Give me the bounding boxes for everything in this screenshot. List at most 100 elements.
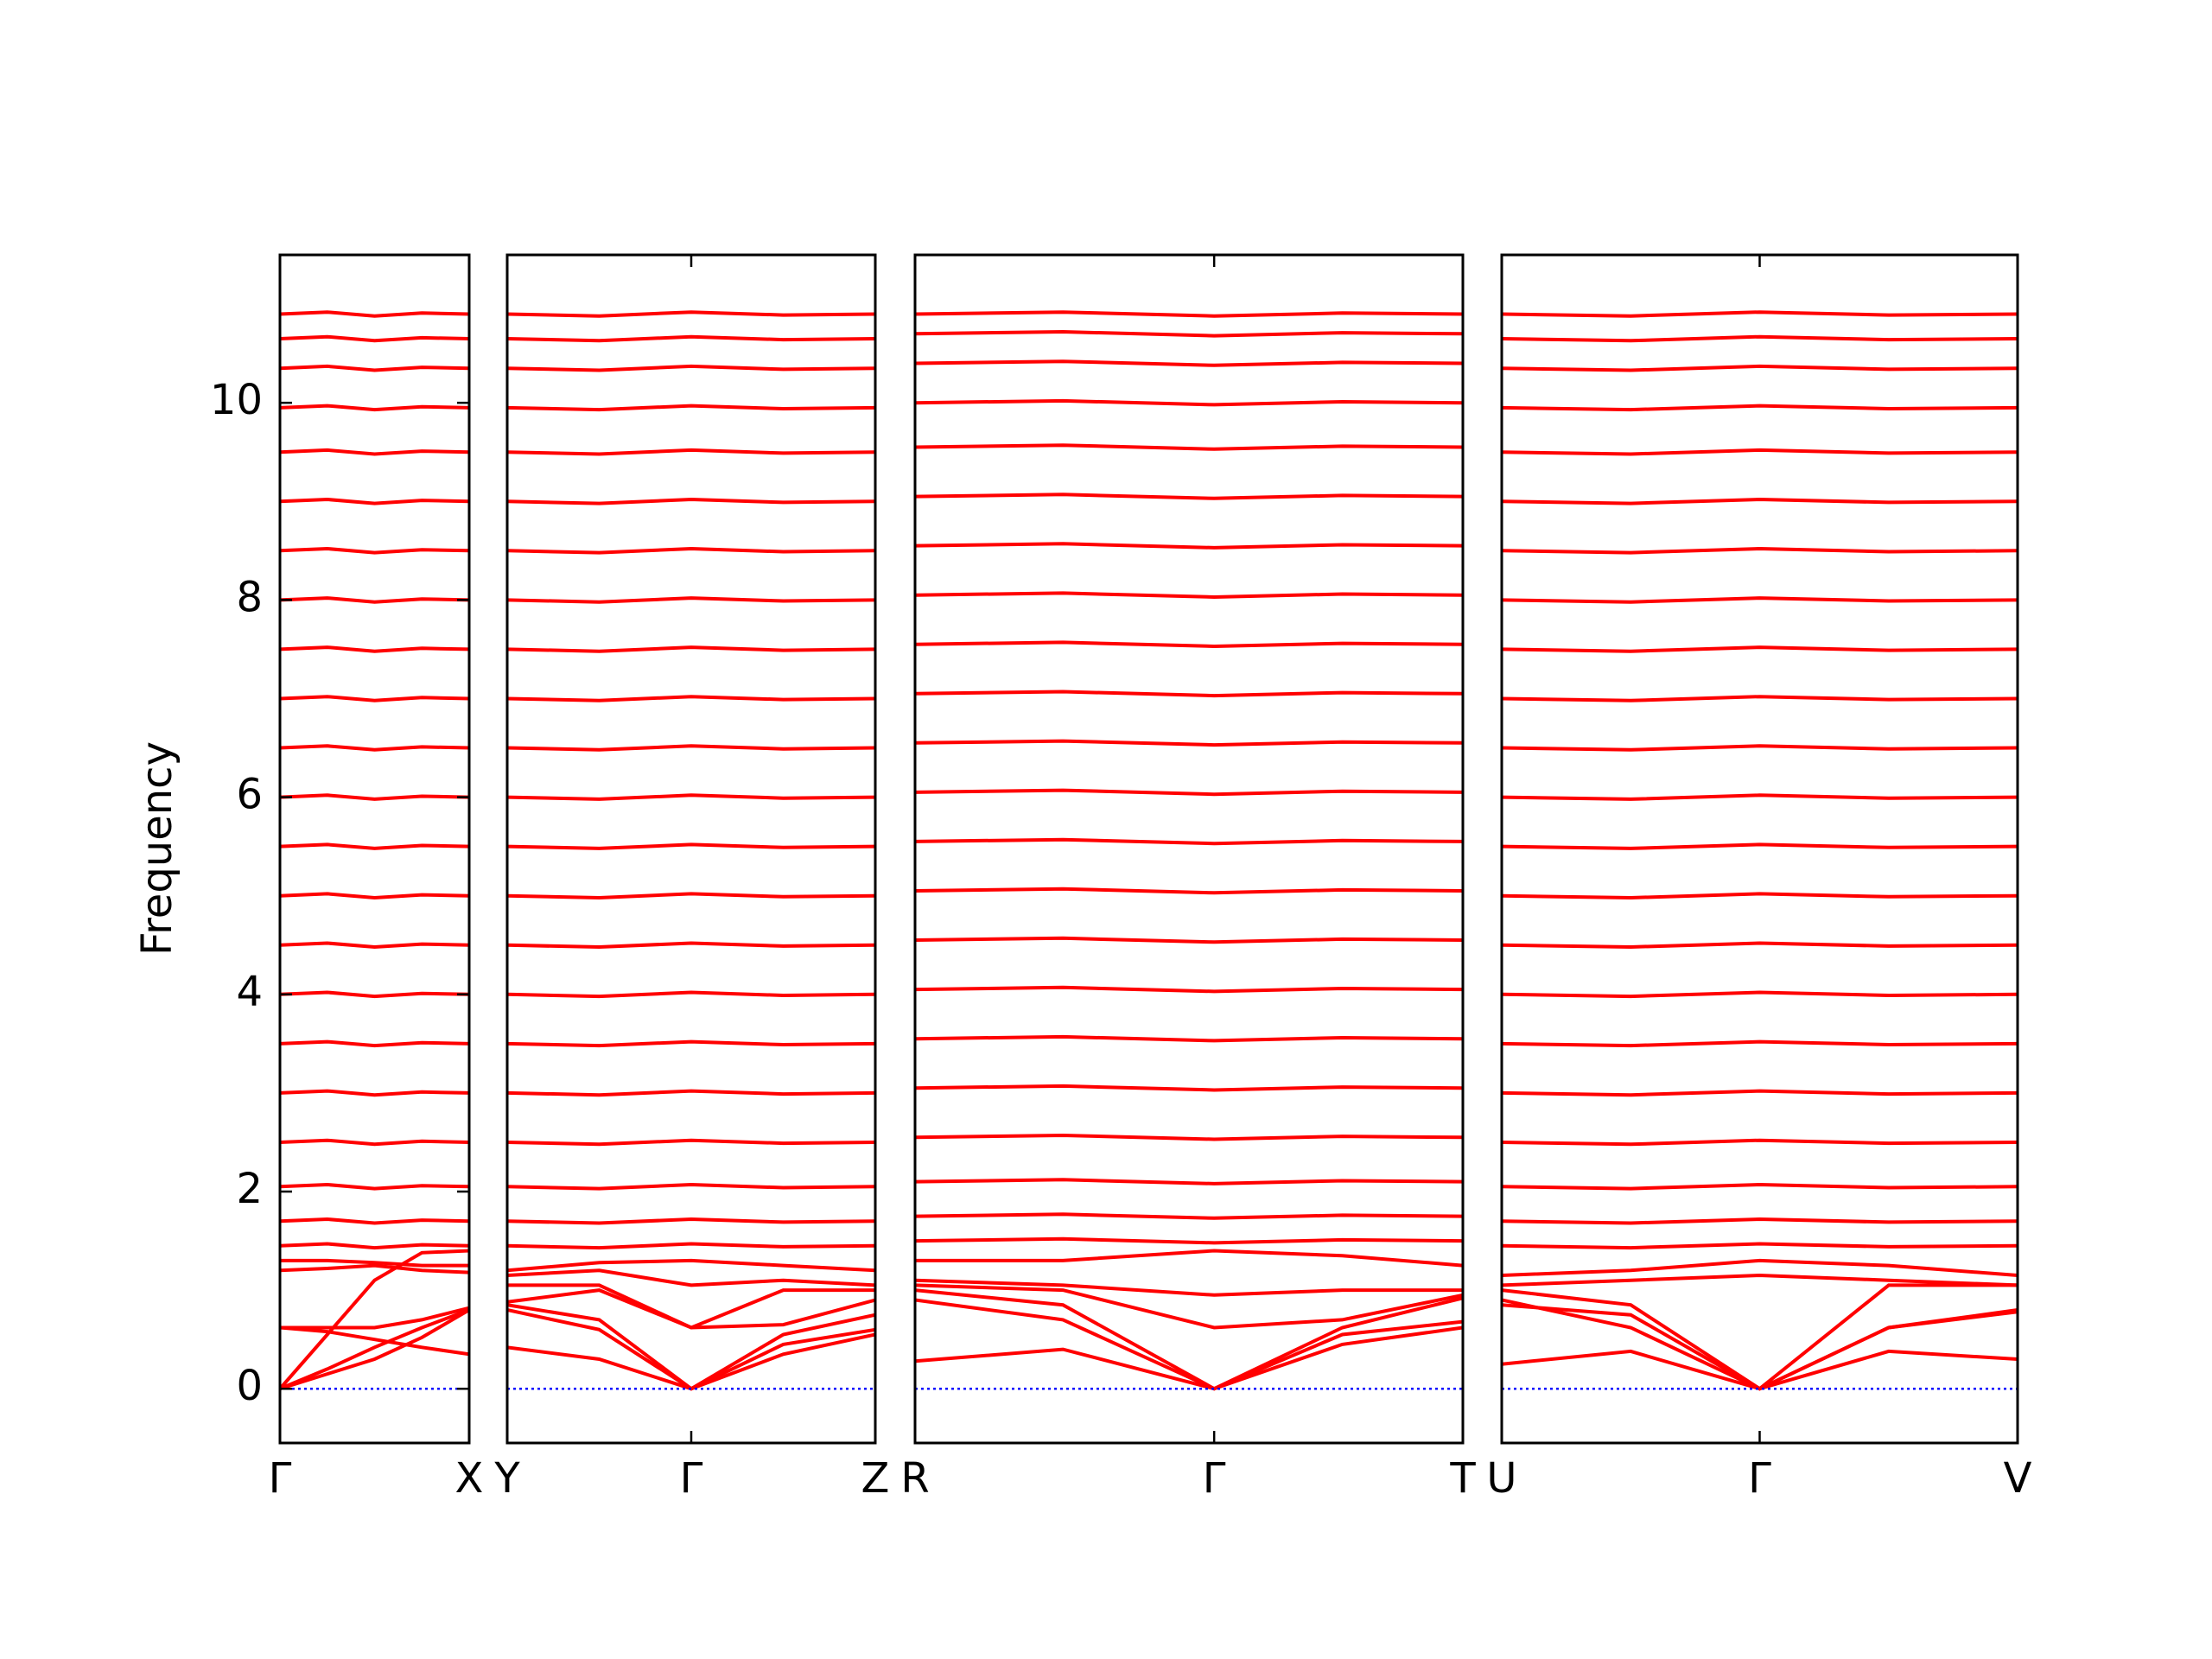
band-line: [1502, 1089, 2018, 1097]
band-line: [1502, 793, 2018, 801]
band-line: [507, 1242, 875, 1250]
band-line: [915, 1178, 1463, 1185]
panel-frame: [913, 253, 1465, 1445]
band-line: [915, 310, 1463, 318]
band-line: [280, 793, 469, 801]
band-line: [1502, 1258, 2018, 1277]
band-line: [507, 941, 875, 950]
band-line: [915, 640, 1463, 649]
band-line: [280, 334, 469, 343]
band-line: [280, 1325, 469, 1357]
band-line: [280, 1217, 469, 1225]
band-line: [507, 1182, 875, 1191]
band-line: [280, 842, 469, 850]
band-line: [507, 892, 875, 900]
band-line: [915, 1249, 1463, 1268]
band-line: [1502, 941, 2018, 950]
band-line: [915, 936, 1463, 944]
band-line: [507, 842, 875, 850]
band-line: [507, 1217, 875, 1225]
band-line: [280, 546, 469, 555]
x-tick-label: T: [1449, 1454, 1476, 1503]
band-line: [1502, 695, 2018, 702]
band-line: [507, 334, 875, 343]
band-line: [1502, 596, 2018, 604]
band-line: [915, 985, 1463, 994]
band-line: [280, 310, 469, 318]
band-line: [915, 1212, 1463, 1220]
band-line: [280, 941, 469, 950]
x-tick-label: Γ: [1203, 1454, 1226, 1503]
x-tick-label: Γ: [1748, 1454, 1771, 1503]
band-line: [280, 1039, 469, 1048]
band-line: [280, 990, 469, 999]
band-line: [280, 404, 469, 412]
band-line: [1502, 1283, 2018, 1391]
band-line: [1502, 497, 2018, 505]
x-tick-label: Γ: [680, 1454, 703, 1503]
band-line: [507, 793, 875, 801]
band-line: [1502, 448, 2018, 456]
band-line: [507, 1039, 875, 1048]
panel-frame: [278, 253, 471, 1445]
band-line: [1502, 310, 2018, 318]
band-line: [915, 542, 1463, 550]
x-tick-label: R: [900, 1454, 929, 1503]
band-line: [507, 448, 875, 456]
band-line: [915, 837, 1463, 846]
band-line: [280, 1249, 469, 1390]
band-line: [915, 1133, 1463, 1141]
band-line: [1502, 1138, 2018, 1147]
band-line: [507, 546, 875, 555]
band-line: [915, 739, 1463, 747]
band-line: [915, 788, 1463, 797]
band-line: [915, 887, 1463, 895]
band-line: [1502, 1039, 2018, 1048]
band-line: [507, 404, 875, 412]
band-line: [280, 1308, 469, 1391]
band-line: [280, 1263, 469, 1274]
band-line: [507, 364, 875, 372]
y-tick-label: 0: [236, 1362, 263, 1410]
band-line: [507, 310, 875, 318]
band-line: [1502, 1273, 2018, 1287]
band-line: [280, 1138, 469, 1147]
band-line: [1502, 1242, 2018, 1250]
band-line: [280, 892, 469, 900]
band-line: [915, 359, 1463, 367]
band-line: [280, 596, 469, 604]
band-line: [280, 1242, 469, 1250]
band-line: [507, 744, 875, 752]
band-line: [915, 1283, 1463, 1330]
band-line: [1502, 404, 2018, 412]
band-line: [915, 1034, 1463, 1043]
band-line: [1502, 744, 2018, 752]
y-tick-label: 8: [236, 573, 263, 621]
band-line: [915, 398, 1463, 407]
x-tick-label: V: [2004, 1454, 2032, 1503]
band-line: [507, 497, 875, 505]
band-line: [280, 744, 469, 752]
band-line: [507, 990, 875, 999]
band-line: [915, 690, 1463, 698]
band-line: [1502, 892, 2018, 900]
y-tick-label: 4: [236, 968, 263, 1016]
band-line: [1502, 1217, 2018, 1225]
band-line: [507, 1258, 875, 1273]
band-line: [507, 1308, 875, 1391]
band-line: [507, 1332, 875, 1391]
band-line: [280, 1258, 469, 1268]
band-line: [915, 1325, 1463, 1391]
band-line: [507, 1268, 875, 1287]
y-tick-label: 6: [236, 771, 263, 819]
x-tick-label: Y: [493, 1454, 520, 1503]
band-line: [1502, 546, 2018, 555]
y-tick-label: 10: [210, 376, 263, 424]
band-line: [915, 1288, 1463, 1391]
band-line: [280, 448, 469, 456]
band-line: [1502, 842, 2018, 850]
y-tick-label: 2: [236, 1165, 263, 1213]
band-line: [915, 443, 1463, 451]
